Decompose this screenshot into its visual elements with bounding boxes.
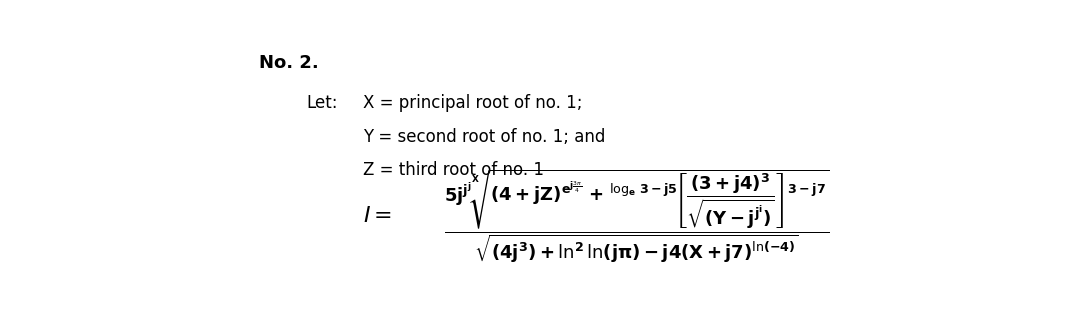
Text: $\mathbf{\mathit{I}}=$: $\mathbf{\mathit{I}}=$ <box>363 206 392 226</box>
Text: X = principal root of no. 1;: X = principal root of no. 1; <box>363 95 582 113</box>
Text: Let:: Let: <box>307 95 338 113</box>
Text: Y = second root of no. 1; and: Y = second root of no. 1; and <box>363 128 605 146</box>
Text: Z = third root of no. 1: Z = third root of no. 1 <box>363 161 543 179</box>
Text: $\dfrac{\mathbf{5j}^{\mathbf{j}^{\mathbf{j}}}\sqrt[\mathbf{X}]{\mathbf{(4+jZ)}^{: $\dfrac{\mathbf{5j}^{\mathbf{j}^{\mathbf… <box>444 167 831 265</box>
Text: No. 2.: No. 2. <box>259 54 319 72</box>
